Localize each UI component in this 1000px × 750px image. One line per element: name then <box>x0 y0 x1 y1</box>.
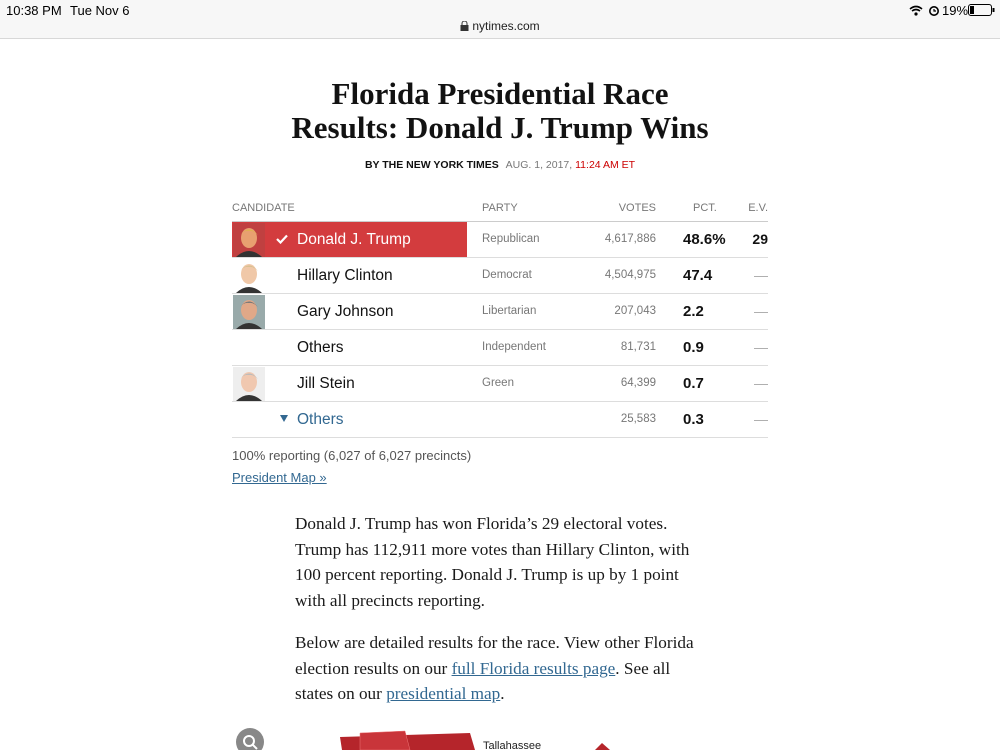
percent: 0.9 <box>683 339 704 356</box>
paragraph-text: . See all states on our <box>295 658 671 704</box>
column-header: VOTES <box>618 202 656 214</box>
candidate-name: Donald J. Trump <box>297 231 411 248</box>
votes: 4,504,975 <box>604 269 656 281</box>
votes: 4,617,886 <box>604 233 656 245</box>
party: Libertarian <box>482 305 537 317</box>
zoom-button[interactable] <box>236 728 264 750</box>
status-bar: 10:38 PM Tue Nov 6 19% nytimes.com <box>0 0 1000 39</box>
percent: 48.6% <box>683 231 726 248</box>
expand-toggle[interactable] <box>280 402 288 437</box>
column-header: E.V. <box>748 202 768 214</box>
percent: 0.7 <box>683 375 704 392</box>
column-header: CANDIDATE <box>232 202 295 214</box>
map-label: Tallahassee <box>483 740 541 750</box>
url: nytimes.com <box>472 19 540 33</box>
presidential-map-link[interactable]: presidential map <box>386 684 501 703</box>
lock-icon <box>460 20 469 31</box>
result-row: Others Independent 81,731 0.9 — <box>232 330 768 366</box>
percent: 0.3 <box>683 411 704 428</box>
percent: 2.2 <box>683 303 704 320</box>
paragraph-text: . <box>500 684 505 703</box>
photo-frame <box>233 367 265 406</box>
status-icons <box>909 5 939 16</box>
candidate-photo <box>233 295 265 329</box>
paragraph: Below are detailed results for the race.… <box>295 630 707 707</box>
result-row: Gary Johnson Libertarian 207,043 2.2 — <box>232 294 768 330</box>
winner-check <box>276 222 288 257</box>
candidate-name: Gary Johnson <box>297 303 394 320</box>
battery-icon <box>968 4 995 16</box>
reporting-status: 100% reporting (6,027 of 6,027 precincts… <box>232 448 472 463</box>
party: Democrat <box>482 269 532 281</box>
votes: 81,731 <box>620 341 656 353</box>
electoral-votes: — <box>754 411 768 427</box>
candidate-name: Jill Stein <box>297 375 355 392</box>
electoral-votes: — <box>754 375 768 391</box>
column-header: PARTY <box>482 202 518 214</box>
candidate-photo <box>233 223 265 257</box>
date: Tue Nov 6 <box>70 3 130 18</box>
florida-map: Tallahassee <box>236 728 610 750</box>
expand-others[interactable]: Others <box>297 411 344 428</box>
electoral-votes: — <box>754 267 768 283</box>
paragraph-text: Below are detailed results for the race.… <box>295 633 694 678</box>
electoral-votes: — <box>754 339 768 355</box>
result-row: Donald J. Trump Republican 4,617,886 48.6% 2… <box>232 222 768 258</box>
battery-percent: 19% <box>942 3 969 18</box>
winner-highlight <box>232 222 467 257</box>
party: Green <box>482 377 514 389</box>
electoral-votes: 29 <box>752 231 768 247</box>
results-page-link[interactable]: full Florida results page <box>451 658 616 678</box>
votes: 64,399 <box>620 377 656 389</box>
votes: 207,043 <box>614 305 656 317</box>
triangle-icon <box>280 415 288 422</box>
photo-frame <box>233 223 265 262</box>
result-row: Others 25,583 0.3 — <box>232 402 768 438</box>
party: Republican <box>482 233 540 245</box>
result-row: Hillary Clinton Democrat 4,504,975 47.4 — <box>232 258 768 294</box>
header-rule <box>232 221 768 222</box>
check-icon <box>276 234 288 245</box>
byline-time: 11:24 AM ET <box>575 159 636 171</box>
candidate-name: Others <box>297 339 344 356</box>
candidate-photo <box>233 259 265 293</box>
photo-frame <box>233 295 265 334</box>
column-header: PCT. <box>693 202 717 214</box>
result-row: Jill Stein Green 64,399 0.7 — <box>232 366 768 402</box>
party: Independent <box>482 341 546 353</box>
candidate-photo <box>233 367 265 401</box>
candidate-name: Hillary Clinton <box>297 267 393 284</box>
byline-date: AUG. 1, 2017, <box>505 159 573 171</box>
president-map-link[interactable]: President Map » <box>232 470 327 485</box>
percent: 47.4 <box>683 267 713 284</box>
photo-frame <box>233 259 265 298</box>
time: 10:38 PM <box>6 3 62 18</box>
electoral-votes: — <box>754 303 768 319</box>
byline-author: BY THE NEW YORK TIMES <box>364 159 499 171</box>
headline-line: Florida Presidential Race <box>331 76 669 111</box>
paragraph: Donald J. Trump has won Florida’s 29 ele… <box>295 511 707 613</box>
votes: 25,583 <box>620 413 656 425</box>
byline: BY THE NEW YORK TIMES AUG. 1, 2017, 11:2… <box>0 159 1000 171</box>
paragraph-text: Donald J. Trump has won Florida’s 29 ele… <box>295 514 690 610</box>
address-bar[interactable]: nytimes.com <box>0 19 1000 33</box>
headline-line: Results: Donald J. Trump Wins <box>291 110 709 145</box>
